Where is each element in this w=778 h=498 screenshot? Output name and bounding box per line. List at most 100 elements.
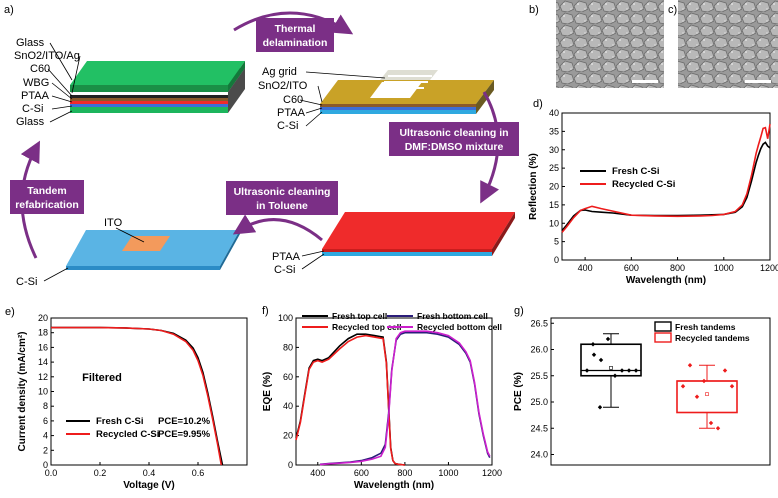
data-point — [590, 342, 596, 347]
data-point — [591, 352, 597, 357]
layer-label: PTAA — [277, 107, 306, 119]
y-tick-label: 14 — [38, 357, 48, 367]
annotation-filtered: Filtered — [82, 372, 122, 384]
data-point — [612, 373, 618, 378]
y-tick-label: 26.5 — [530, 318, 548, 328]
legend-label: Recycled top cell — [332, 322, 401, 332]
x-tick-label: 0.2 — [94, 468, 107, 478]
layer-label: SnO2/ITO — [258, 80, 308, 92]
legend-label: Fresh C-Si — [612, 166, 660, 177]
scale-bar — [632, 80, 658, 83]
step-label: Tandem — [27, 185, 66, 197]
series-line-recycled-top-cell — [295, 334, 405, 466]
y-tick-label: 40 — [283, 401, 293, 411]
cleaned-stack — [322, 212, 515, 256]
x-axis-label: Wavelength (nm) — [354, 480, 434, 491]
y-axis-label: PCE (%) — [513, 372, 524, 411]
y-tick-label: 0 — [288, 460, 293, 470]
step-ultrasonic-toluene: Ultrasonic cleaning in Toluene — [226, 181, 338, 215]
y-tick-label: 8 — [43, 401, 48, 411]
chart-eqe: 400 600 800 1000 1200 0 20 40 60 80 100 Wavelength … — [262, 311, 502, 491]
box-iqr — [676, 380, 738, 414]
data-point — [633, 368, 639, 373]
x-tick-label: 400 — [578, 263, 593, 273]
y-tick-label: 2 — [43, 445, 48, 455]
step-label: refabrication — [15, 199, 79, 211]
x-tick-label: 0.0 — [45, 468, 58, 478]
x-tick-label: 800 — [670, 263, 685, 273]
legend-label: Fresh top cell — [332, 311, 387, 321]
y-tick-label: 26.0 — [530, 345, 548, 355]
panel-label-d: d) — [533, 98, 543, 110]
layer-label: ITO — [104, 217, 123, 229]
layer-label: C60 — [283, 94, 303, 106]
cleaned-layer-labels: PTAA C-Si — [272, 250, 325, 276]
y-tick-label: 0 — [554, 255, 559, 265]
legend-pce: PCE=10.2% — [158, 416, 211, 427]
legend-swatch — [654, 332, 672, 343]
data-point — [626, 368, 632, 373]
y-tick-label: 100 — [278, 313, 293, 323]
y-tick-label: 20 — [549, 182, 559, 192]
legend-label: Recycled C-Si — [612, 179, 675, 190]
series-line-recycled-bottom-cell — [319, 330, 491, 466]
legend-label: Fresh tandems — [675, 322, 736, 332]
panel-label-g: g) — [514, 305, 524, 317]
tandem-layer-labels: Glass SnO2/ITO/Ag C60 WBG PTAA C-Si Glas… — [14, 37, 81, 128]
y-tick-label: 6 — [43, 416, 48, 426]
step-label: DMF:DMSO mixture — [405, 141, 504, 153]
legend-pce: PCE=9.95% — [158, 429, 211, 440]
y-tick-label: 25.5 — [530, 371, 548, 381]
panel-label-c: c) — [668, 4, 677, 16]
panel-label-e: e) — [5, 306, 15, 318]
y-tick-label: 80 — [283, 342, 293, 352]
data-point — [701, 378, 707, 384]
chart-reflection: 400 600 800 1000 1200 0 5 10 15 20 25 30 35 40 Wavelen… — [528, 108, 778, 286]
y-tick-label: 10 — [38, 387, 48, 397]
x-tick-label: 0.6 — [192, 468, 205, 478]
sem-image-fresh — [556, 0, 664, 88]
y-tick-label: 10 — [549, 218, 559, 228]
y-tick-label: 24.5 — [530, 423, 548, 433]
series-line-fresh-bottom-cell — [319, 331, 491, 466]
data-point — [722, 368, 728, 373]
y-tick-label: 25 — [549, 163, 559, 173]
x-tick-label: 1200 — [760, 263, 778, 273]
box-iqr — [580, 343, 642, 377]
y-tick-label: 18 — [38, 328, 48, 338]
legend-swatch — [654, 321, 672, 332]
data-point — [619, 368, 625, 373]
layer-label: C-Si — [277, 120, 298, 132]
layer-label: Glass — [16, 116, 45, 128]
scale-bar — [745, 80, 771, 83]
legend-label: Recycled C-Si — [96, 429, 159, 440]
data-point — [687, 363, 693, 368]
x-tick-label: 0.4 — [143, 468, 156, 478]
y-tick-label: 30 — [549, 145, 559, 155]
series-line-fresh-c-si — [51, 326, 224, 466]
delaminated-stack — [320, 70, 494, 114]
y-tick-label: 4 — [43, 431, 48, 441]
y-tick-label: 35 — [549, 126, 559, 136]
plot-frame — [550, 317, 771, 466]
step-ultrasonic-dmf: Ultrasonic cleaning in DMF:DMSO mixture — [389, 122, 519, 156]
legend-label: Recycled tandems — [675, 333, 750, 343]
legend-label: Fresh C-Si — [96, 416, 144, 427]
layer-label: Ag grid — [262, 66, 297, 78]
layer-label: C-Si — [22, 103, 43, 115]
y-axis-label: EQE (%) — [262, 372, 273, 411]
x-tick-label: 600 — [354, 468, 369, 478]
layer-label: SnO2/ITO/Ag — [14, 50, 80, 62]
x-axis-label: Wavelength (nm) — [626, 275, 706, 286]
data-point — [584, 368, 590, 373]
y-tick-label: 5 — [554, 237, 559, 247]
data-point — [715, 426, 721, 431]
delaminated-layer-labels: Ag grid SnO2/ITO C60 PTAA C-Si — [258, 66, 386, 132]
data-point — [680, 384, 686, 389]
y-axis-label: Reflection (%) — [528, 153, 539, 220]
step-label: Ultrasonic cleaning in — [399, 127, 508, 139]
y-tick-label: 12 — [38, 372, 48, 382]
x-tick-label: 1000 — [438, 468, 458, 478]
sem-image-recycled — [678, 0, 778, 88]
